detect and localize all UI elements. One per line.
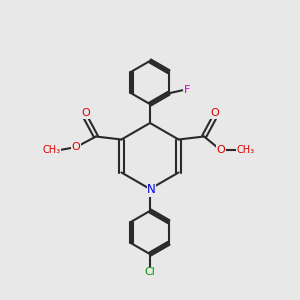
- Text: O: O: [210, 108, 219, 118]
- Text: Cl: Cl: [145, 267, 155, 277]
- Text: O: O: [71, 142, 80, 152]
- Text: CH₃: CH₃: [236, 145, 254, 155]
- Text: N: N: [147, 183, 156, 196]
- Text: O: O: [81, 108, 90, 118]
- Text: O: O: [217, 145, 226, 155]
- Text: CH₃: CH₃: [43, 145, 61, 155]
- Text: F: F: [184, 85, 190, 95]
